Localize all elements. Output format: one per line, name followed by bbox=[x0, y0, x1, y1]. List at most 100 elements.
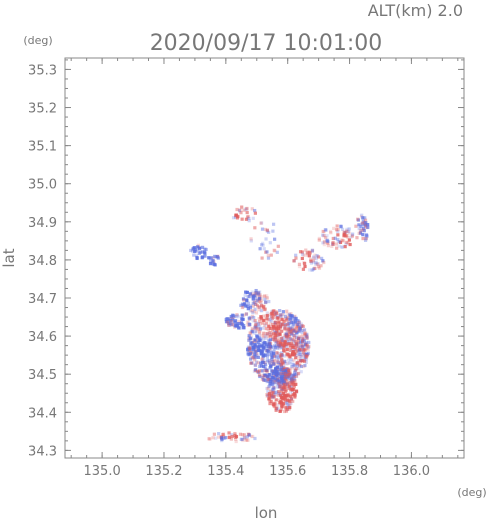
data-cell bbox=[287, 313, 292, 317]
data-cell bbox=[268, 384, 272, 388]
data-cell bbox=[263, 297, 267, 301]
data-cell bbox=[300, 330, 304, 334]
data-cell bbox=[280, 317, 284, 321]
data-cell bbox=[279, 325, 283, 329]
data-cell bbox=[251, 347, 256, 351]
data-cell bbox=[281, 335, 286, 340]
data-cell bbox=[357, 231, 361, 235]
data-cell bbox=[256, 292, 260, 296]
data-cell bbox=[309, 261, 314, 265]
data-cell bbox=[363, 218, 368, 222]
data-cell bbox=[290, 314, 294, 318]
data-cell bbox=[202, 250, 206, 254]
data-cell bbox=[336, 233, 340, 237]
data-cell bbox=[255, 336, 259, 340]
data-cell bbox=[234, 439, 238, 444]
data-cell bbox=[289, 397, 294, 401]
data-cell bbox=[275, 311, 279, 315]
y-tick-label: 34.9 bbox=[28, 216, 57, 231]
data-cell bbox=[289, 357, 293, 362]
data-cell bbox=[220, 436, 224, 440]
data-cell bbox=[276, 316, 280, 320]
data-cell bbox=[253, 331, 257, 335]
data-cell bbox=[346, 235, 350, 240]
data-field bbox=[189, 205, 370, 444]
data-cell bbox=[300, 353, 304, 357]
data-cell bbox=[244, 438, 248, 442]
data-cell bbox=[271, 349, 275, 353]
data-cell bbox=[307, 254, 311, 258]
data-cell bbox=[263, 334, 268, 338]
data-cell bbox=[298, 352, 302, 357]
data-cell bbox=[272, 354, 276, 358]
data-cell bbox=[261, 347, 265, 351]
data-cell bbox=[252, 309, 256, 313]
data-cell bbox=[298, 348, 302, 352]
data-cell bbox=[358, 231, 362, 235]
data-cell bbox=[277, 381, 281, 385]
data-cell bbox=[267, 373, 271, 377]
data-cell bbox=[257, 373, 262, 377]
data-cell bbox=[252, 300, 256, 305]
data-cell bbox=[283, 340, 288, 344]
data-cell bbox=[344, 232, 348, 236]
data-cell bbox=[273, 331, 278, 335]
data-cell bbox=[274, 380, 278, 385]
data-cell bbox=[290, 390, 295, 394]
data-cell bbox=[253, 350, 257, 354]
data-cell bbox=[292, 335, 297, 339]
data-cell bbox=[251, 328, 255, 332]
data-cell bbox=[294, 374, 299, 378]
data-cell bbox=[300, 343, 304, 348]
data-cell bbox=[278, 384, 282, 389]
data-cell bbox=[276, 393, 280, 398]
data-cell bbox=[237, 319, 241, 324]
data-cell bbox=[290, 360, 294, 364]
data-cell bbox=[285, 335, 289, 339]
data-cell bbox=[288, 367, 293, 371]
data-cell bbox=[288, 326, 292, 330]
data-cell bbox=[263, 307, 267, 311]
data-cell bbox=[287, 368, 291, 372]
data-cell bbox=[285, 332, 289, 337]
data-cell bbox=[344, 242, 348, 246]
data-cell bbox=[217, 432, 221, 436]
data-cell bbox=[253, 226, 257, 230]
data-cell bbox=[247, 317, 252, 321]
data-cell bbox=[267, 342, 272, 346]
data-cell bbox=[247, 432, 251, 437]
data-cell bbox=[231, 216, 236, 220]
data-cell bbox=[275, 351, 279, 355]
data-cell bbox=[252, 358, 257, 362]
data-cell bbox=[258, 320, 262, 324]
data-cell bbox=[258, 293, 262, 297]
data-cell bbox=[346, 241, 350, 245]
data-cell bbox=[286, 377, 290, 381]
data-cell bbox=[285, 407, 289, 412]
data-cell bbox=[262, 304, 266, 309]
data-cell bbox=[265, 317, 269, 321]
data-cell bbox=[240, 317, 244, 321]
data-cell bbox=[297, 264, 302, 269]
data-cell bbox=[294, 253, 298, 257]
data-cell bbox=[273, 380, 277, 384]
data-cell bbox=[307, 341, 311, 345]
data-cell bbox=[255, 369, 260, 374]
data-cell bbox=[251, 292, 255, 296]
data-cell bbox=[289, 343, 294, 347]
data-cell bbox=[264, 343, 268, 347]
data-cell bbox=[261, 318, 265, 322]
data-cell bbox=[287, 335, 291, 339]
data-cell bbox=[271, 355, 275, 359]
data-cell bbox=[228, 319, 232, 323]
data-cell bbox=[276, 344, 280, 348]
data-cell bbox=[295, 348, 299, 353]
y-tick-label: 35.2 bbox=[28, 102, 57, 117]
data-cell bbox=[266, 373, 270, 377]
data-cell bbox=[272, 401, 276, 405]
data-cell bbox=[357, 223, 361, 227]
data-cell bbox=[255, 334, 259, 338]
data-cell bbox=[345, 229, 349, 233]
data-cell bbox=[324, 236, 328, 240]
data-cell bbox=[254, 340, 258, 345]
